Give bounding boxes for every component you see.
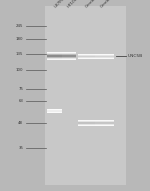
Text: 75: 75 bbox=[18, 87, 23, 91]
Text: HT1080: HT1080 bbox=[67, 0, 81, 9]
Bar bbox=[45, 6, 126, 185]
Text: Cerebrum: Cerebrum bbox=[85, 0, 102, 9]
Text: 35: 35 bbox=[18, 146, 23, 150]
Text: 100: 100 bbox=[16, 68, 23, 72]
Text: 245: 245 bbox=[16, 24, 23, 28]
Text: U87MG: U87MG bbox=[53, 0, 67, 9]
Text: 63: 63 bbox=[18, 99, 23, 103]
Text: 180: 180 bbox=[16, 37, 23, 41]
Text: 135: 135 bbox=[16, 53, 23, 56]
Text: UNC5B: UNC5B bbox=[128, 54, 143, 58]
Text: 48: 48 bbox=[18, 121, 23, 125]
Text: Cerebrum: Cerebrum bbox=[100, 0, 117, 9]
